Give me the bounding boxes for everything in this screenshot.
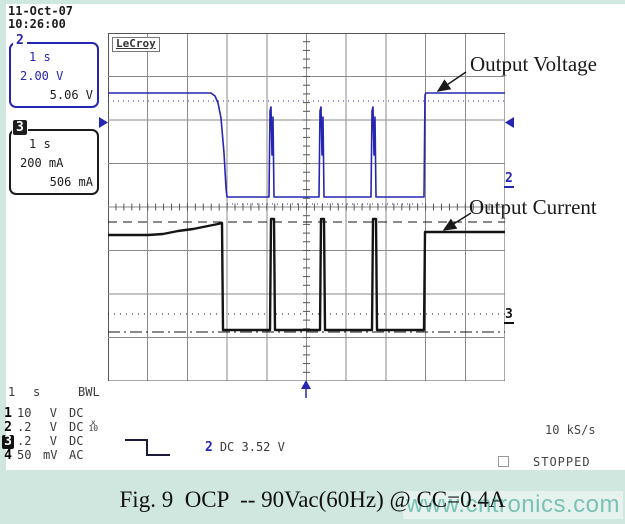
trigger-setting: DC 3.52 V bbox=[219, 440, 285, 454]
channel3-timebase: 1 s bbox=[29, 137, 51, 151]
time-text: 10:26:00 bbox=[8, 17, 66, 31]
probe-x10-icon: x 10 bbox=[88, 418, 99, 433]
date-text: 11-Oct-07 bbox=[8, 4, 74, 18]
channel2-scale: 2.00 V bbox=[20, 69, 64, 83]
channel3-status-row: 3.2 V DC bbox=[2, 434, 98, 449]
voltage-annotation: Output Voltage bbox=[470, 52, 597, 76]
channel1-status-row: 1 10 V DC bbox=[2, 406, 98, 421]
channel2-timebase: 1 s bbox=[29, 50, 51, 64]
scope-screen bbox=[6, 4, 625, 470]
acquisition-checkbox[interactable] bbox=[498, 456, 509, 467]
figure-caption: Fig. 9 OCP -- 90Vac(60Hz) @ CC=0.4A bbox=[119, 487, 506, 512]
timebase-value: 1 bbox=[8, 385, 16, 399]
channel3-scale: 200 mA bbox=[20, 156, 64, 170]
trigger-channel: 2 bbox=[205, 440, 213, 455]
channel-status-rows: 1 10 V DC 2.2 V DC x 10 3.2 V DC 4 50 mV AC bbox=[2, 406, 99, 463]
channel2-measure: 5.06 V bbox=[49, 88, 93, 102]
current-annotation: Output Current bbox=[469, 195, 597, 219]
sample-rate: 10 kS/s bbox=[545, 423, 596, 437]
channel2-trace-marker: 2 bbox=[504, 171, 514, 188]
acquisition-state: STOPPED bbox=[533, 455, 591, 469]
trigger-status-row: 2 DC 3.52 V bbox=[205, 440, 285, 455]
channel1-number: 1 bbox=[4, 406, 12, 421]
timebase-unit: s bbox=[33, 385, 41, 399]
timebase-row: 1 s BWL bbox=[8, 385, 100, 399]
channel2-info-box[interactable]: 2 1 s 2.00 V 5.06 V bbox=[9, 33, 99, 108]
channel3-trace-marker: 3 bbox=[504, 307, 514, 324]
lecroy-logo: LeCroy bbox=[112, 37, 160, 52]
waveform-plot bbox=[108, 33, 505, 381]
bwl-label: BWL bbox=[78, 385, 100, 399]
channel3-number: 3 bbox=[2, 435, 14, 449]
waveform-graticule: LeCroy bbox=[108, 33, 505, 381]
datetime: 11-Oct-07 10:26:00 bbox=[8, 5, 73, 31]
channel2-status-row: 2.2 V DC x 10 bbox=[2, 418, 99, 435]
channel2-number: 2 bbox=[4, 420, 12, 435]
channel2-badge: 2 bbox=[13, 33, 27, 48]
channel4-status-row: 4 50 mV AC bbox=[2, 448, 98, 463]
channel3-badge: 3 bbox=[13, 120, 27, 135]
channel4-number: 4 bbox=[4, 448, 12, 463]
channel3-info-box[interactable]: 3 1 s 200 mA 506 mA bbox=[9, 120, 99, 195]
watermark: www.cntronics.com bbox=[403, 491, 623, 519]
channel3-measure: 506 mA bbox=[49, 175, 93, 189]
